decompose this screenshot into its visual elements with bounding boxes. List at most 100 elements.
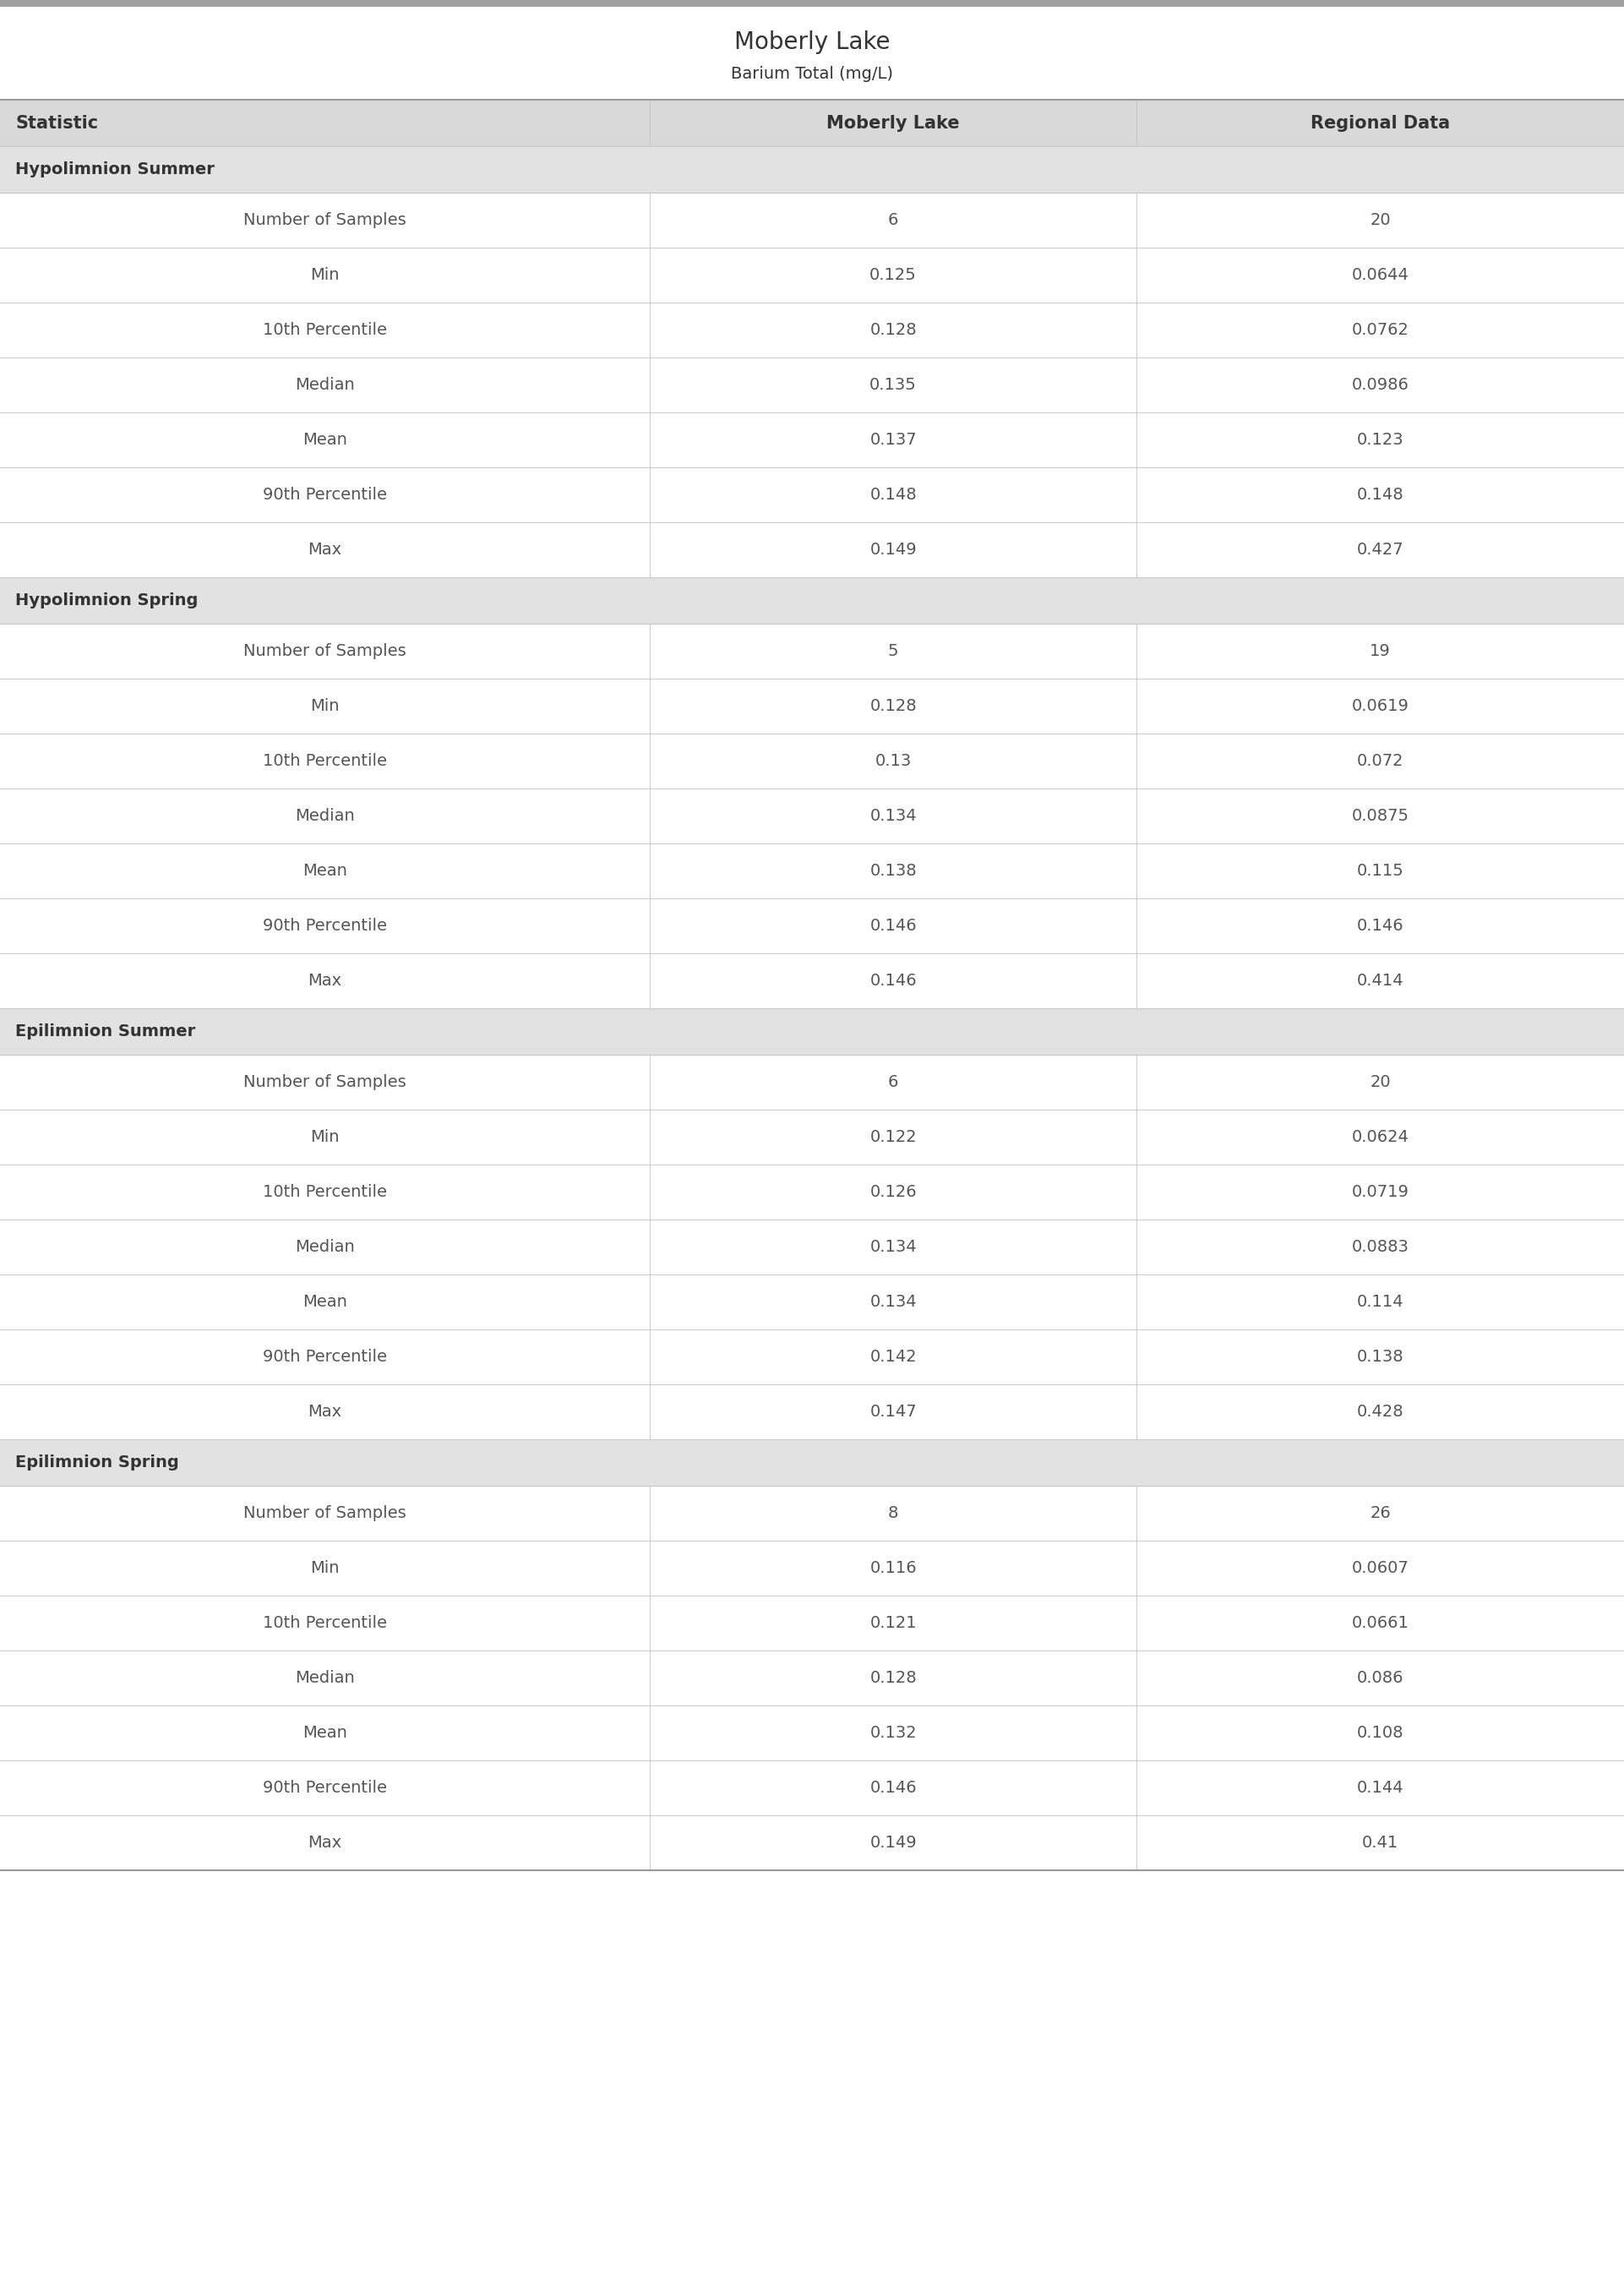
Text: Median: Median: [296, 808, 354, 824]
Text: 0.134: 0.134: [870, 1294, 916, 1310]
Text: 90th Percentile: 90th Percentile: [263, 1780, 387, 1796]
Text: 0.0762: 0.0762: [1351, 322, 1410, 338]
Text: 0.108: 0.108: [1358, 1725, 1403, 1741]
Text: Mean: Mean: [302, 1725, 348, 1741]
Text: 0.0607: 0.0607: [1351, 1559, 1410, 1575]
Text: 0.428: 0.428: [1358, 1403, 1403, 1419]
Text: 0.146: 0.146: [870, 974, 916, 990]
Text: 20: 20: [1371, 1074, 1390, 1090]
Text: 0.123: 0.123: [1358, 431, 1403, 447]
Text: 0.132: 0.132: [870, 1725, 916, 1741]
Bar: [0, 145, 1624, 193]
Text: 0.146: 0.146: [870, 1780, 916, 1796]
Bar: [0, 1385, 1624, 1439]
Text: 0.414: 0.414: [1358, 974, 1403, 990]
Bar: [0, 1110, 1624, 1165]
Text: 0.146: 0.146: [1358, 917, 1403, 933]
Bar: [0, 577, 1624, 624]
Text: Barium Total (mg/L): Barium Total (mg/L): [731, 66, 893, 82]
Text: 0.149: 0.149: [870, 1834, 916, 1850]
Text: 0.125: 0.125: [869, 268, 918, 284]
Text: 0.427: 0.427: [1358, 543, 1403, 558]
Bar: [0, 1273, 1624, 1330]
Text: 5: 5: [888, 642, 898, 658]
Text: Number of Samples: Number of Samples: [244, 1505, 406, 1521]
Text: 10th Percentile: 10th Percentile: [263, 1185, 387, 1201]
Text: 0.128: 0.128: [870, 1671, 916, 1687]
Text: 0.0619: 0.0619: [1351, 699, 1410, 715]
Bar: [0, 0, 1624, 7]
Text: 0.13: 0.13: [875, 754, 911, 770]
Text: 0.0719: 0.0719: [1351, 1185, 1410, 1201]
Text: Number of Samples: Number of Samples: [244, 1074, 406, 1090]
Text: 0.134: 0.134: [870, 808, 916, 824]
Text: 0.138: 0.138: [870, 863, 916, 878]
Bar: [0, 7, 1624, 100]
Bar: [0, 100, 1624, 145]
Text: 0.142: 0.142: [870, 1348, 916, 1364]
Text: 0.148: 0.148: [1358, 486, 1403, 504]
Text: 6: 6: [888, 211, 898, 229]
Text: Max: Max: [309, 543, 341, 558]
Bar: [0, 844, 1624, 899]
Text: Min: Min: [310, 1559, 339, 1575]
Text: Number of Samples: Number of Samples: [244, 211, 406, 229]
Bar: [0, 247, 1624, 302]
Text: 0.072: 0.072: [1358, 754, 1403, 770]
Text: 26: 26: [1371, 1505, 1390, 1521]
Bar: [0, 733, 1624, 788]
Bar: [0, 624, 1624, 679]
Text: 0.122: 0.122: [870, 1128, 916, 1144]
Text: 0.128: 0.128: [870, 322, 916, 338]
Text: 0.135: 0.135: [869, 377, 918, 393]
Text: Hypolimnion Spring: Hypolimnion Spring: [15, 592, 198, 608]
Text: Median: Median: [296, 377, 354, 393]
Text: 10th Percentile: 10th Percentile: [263, 1614, 387, 1632]
Bar: [0, 356, 1624, 413]
Text: 0.086: 0.086: [1358, 1671, 1403, 1687]
Text: 90th Percentile: 90th Percentile: [263, 486, 387, 504]
Bar: [0, 468, 1624, 522]
Text: 0.144: 0.144: [1358, 1780, 1403, 1796]
Text: 0.0883: 0.0883: [1351, 1239, 1410, 1255]
Text: Mean: Mean: [302, 863, 348, 878]
Bar: [0, 1762, 1624, 1816]
Text: 0.0986: 0.0986: [1351, 377, 1410, 393]
Bar: [0, 1650, 1624, 1705]
Text: 10th Percentile: 10th Percentile: [263, 754, 387, 770]
Text: 90th Percentile: 90th Percentile: [263, 1348, 387, 1364]
Bar: [0, 788, 1624, 844]
Text: Median: Median: [296, 1239, 354, 1255]
Text: 0.115: 0.115: [1356, 863, 1405, 878]
Text: 0.148: 0.148: [870, 486, 916, 504]
Text: Min: Min: [310, 268, 339, 284]
Bar: [0, 1165, 1624, 1219]
Text: Mean: Mean: [302, 431, 348, 447]
Text: 0.146: 0.146: [870, 917, 916, 933]
Text: 0.0624: 0.0624: [1351, 1128, 1410, 1144]
Text: Mean: Mean: [302, 1294, 348, 1310]
Text: Min: Min: [310, 699, 339, 715]
Text: 0.134: 0.134: [870, 1239, 916, 1255]
Text: 0.0875: 0.0875: [1351, 808, 1410, 824]
Text: Min: Min: [310, 1128, 339, 1144]
Bar: [0, 1330, 1624, 1385]
Text: 0.114: 0.114: [1358, 1294, 1403, 1310]
Bar: [0, 302, 1624, 356]
Text: 8: 8: [888, 1505, 898, 1521]
Text: Epilimnion Summer: Epilimnion Summer: [15, 1024, 195, 1040]
Bar: [0, 1056, 1624, 1110]
Text: Max: Max: [309, 1834, 341, 1850]
Bar: [0, 1705, 1624, 1762]
Bar: [0, 899, 1624, 953]
Text: 6: 6: [888, 1074, 898, 1090]
Bar: [0, 1487, 1624, 1541]
Text: 90th Percentile: 90th Percentile: [263, 917, 387, 933]
Text: 0.149: 0.149: [870, 543, 916, 558]
Text: Max: Max: [309, 1403, 341, 1419]
Text: 0.121: 0.121: [870, 1614, 916, 1632]
Text: Number of Samples: Number of Samples: [244, 642, 406, 658]
Text: Regional Data: Regional Data: [1311, 114, 1450, 132]
Text: Max: Max: [309, 974, 341, 990]
Bar: [0, 413, 1624, 468]
